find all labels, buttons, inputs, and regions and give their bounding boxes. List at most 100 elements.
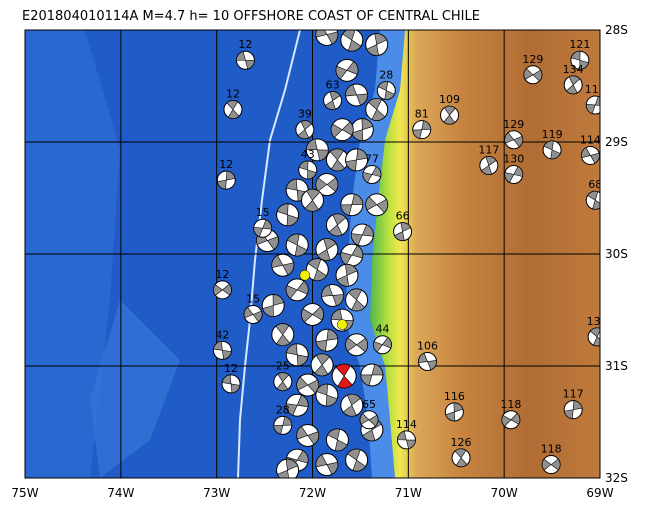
- depth-label: 25: [276, 360, 290, 373]
- focal-mechanism: [315, 453, 339, 477]
- depth-label: 119: [542, 128, 563, 141]
- beachball-quadrant: [327, 428, 348, 452]
- beachball-quadrant: [362, 166, 382, 183]
- beachball-quadrant: [581, 147, 600, 164]
- focal-mechanism: [570, 50, 590, 70]
- beachball-quadrant: [377, 81, 395, 100]
- focal-mechanism: [444, 402, 464, 422]
- beachball-quadrant: [587, 190, 600, 210]
- beachball-quadrant: [480, 156, 497, 175]
- focal-mechanism: [563, 75, 583, 95]
- focal-mechanism: [541, 455, 561, 475]
- depth-label: 106: [417, 340, 438, 353]
- focal-mechanism: [223, 100, 243, 120]
- focal-mechanism: [301, 302, 324, 326]
- beachball-quadrant: [226, 100, 240, 119]
- beachball-quadrant: [345, 337, 368, 353]
- depth-label: 116: [444, 390, 465, 403]
- depth-label: 118: [541, 443, 562, 456]
- focal-mechanism: [273, 415, 293, 435]
- focal-mechanism: [365, 33, 389, 57]
- y-tick-label: 28S: [605, 23, 628, 37]
- focal-mechanism: [359, 410, 379, 430]
- focal-mechanism: [345, 288, 369, 312]
- beachball-quadrant: [445, 402, 464, 422]
- beachball-quadrant: [321, 284, 344, 307]
- focal-mechanism: [310, 353, 334, 377]
- beachball-quadrant: [359, 412, 379, 427]
- depth-label: 43: [301, 148, 315, 161]
- beachball-quadrant: [351, 224, 374, 246]
- focal-mechanism: [325, 213, 349, 237]
- depth-label: 28: [276, 403, 290, 416]
- focal-mechanism: [273, 372, 293, 392]
- beachball-quadrant: [330, 121, 354, 138]
- beachball-quadrant: [275, 323, 291, 346]
- beachball-quadrant: [501, 412, 521, 427]
- beachball-quadrant: [314, 353, 331, 377]
- depth-label: 130: [587, 315, 608, 328]
- focal-mechanism: [440, 105, 460, 125]
- beachball-quadrant: [365, 196, 388, 214]
- beachball-quadrant: [253, 219, 272, 238]
- x-tick-label: 75W: [11, 486, 38, 500]
- depth-label: 68: [588, 178, 602, 191]
- focal-mechanism: [285, 278, 309, 302]
- focal-mechanism: [305, 138, 329, 162]
- beachball-quadrant: [276, 372, 290, 391]
- depth-label: 117: [478, 144, 499, 157]
- x-tick-label: 74W: [107, 486, 134, 500]
- depth-label: 121: [569, 38, 590, 51]
- beachball-quadrant: [454, 448, 468, 468]
- beachball-quadrant: [297, 120, 313, 139]
- beachball-quadrant: [296, 426, 319, 445]
- x-tick-label: 71W: [395, 486, 422, 500]
- beachball-quadrant: [589, 327, 600, 347]
- focal-mechanism: [479, 156, 499, 176]
- focal-mechanism: [345, 448, 369, 472]
- beachball-quadrant: [305, 138, 329, 161]
- focal-mechanism: [305, 258, 329, 282]
- depth-label: 117: [563, 388, 584, 401]
- focal-mechanism: [276, 203, 300, 227]
- focal-mechanism: [221, 374, 241, 394]
- focal-mechanism: [271, 323, 295, 347]
- beachball-quadrant: [443, 105, 456, 125]
- focal-mechanism: [331, 363, 357, 389]
- beachball-quadrant: [336, 264, 358, 287]
- focal-mechanism: [296, 373, 320, 397]
- beachball-quadrant: [504, 132, 523, 148]
- beachball-quadrant: [277, 458, 299, 478]
- beachball-quadrant: [585, 96, 600, 114]
- beachball-quadrant: [345, 148, 368, 172]
- beachball-quadrant: [315, 454, 339, 475]
- focal-mechanism: [542, 140, 562, 160]
- y-tick-label: 31S: [605, 359, 628, 373]
- focal-mechanism: [315, 328, 339, 352]
- depth-label: 114: [396, 418, 417, 431]
- beachball-quadrant: [342, 30, 362, 52]
- focal-mechanism: [365, 98, 389, 122]
- x-tick-label: 73W: [203, 486, 230, 500]
- focal-mechanism: [340, 393, 364, 417]
- focal-mechanism: [360, 363, 384, 387]
- depth-label: 12: [219, 158, 233, 171]
- focal-mechanism: [350, 118, 374, 142]
- beachball-quadrant: [373, 337, 392, 353]
- focal-mechanism: [345, 148, 369, 172]
- depth-label: 134: [563, 63, 584, 76]
- focal-mechanism: [216, 170, 236, 190]
- beachball-quadrant: [329, 148, 346, 172]
- focal-mechanism: [345, 83, 369, 107]
- focal-mechanism: [271, 253, 295, 277]
- depth-label: 109: [439, 93, 460, 106]
- focal-mechanism: [362, 164, 382, 184]
- beachball-quadrant: [273, 416, 293, 435]
- beachball-quadrant: [217, 170, 236, 190]
- depth-label: 15: [246, 292, 260, 305]
- beachball-quadrant: [330, 308, 354, 332]
- map-frame: [24, 29, 601, 479]
- focal-mechanism: [585, 190, 600, 210]
- focal-mechanism: [396, 430, 416, 450]
- focal-mechanism: [323, 91, 343, 111]
